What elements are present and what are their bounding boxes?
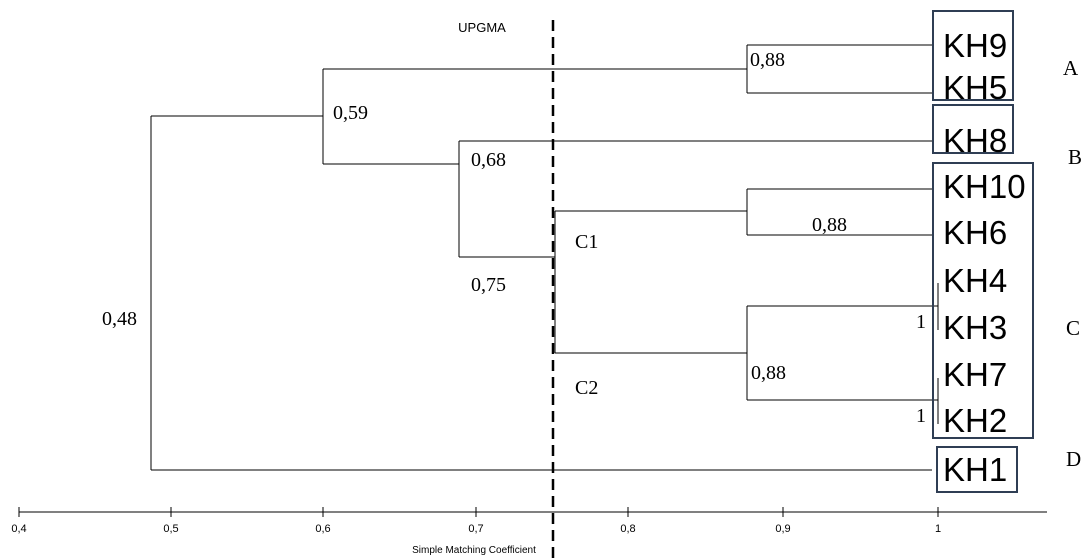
leaf-kh3: KH3: [943, 309, 1007, 346]
node-values: 0,88 0,59 0,68 0,75 0,88 1 1 0,88 0,48 C…: [102, 49, 926, 427]
leaf-kh7: KH7: [943, 356, 1007, 393]
x-tick-label: 0,4: [11, 523, 26, 535]
value-0-68: 0,68: [471, 149, 506, 171]
x-tick-label: 0,5: [163, 523, 178, 535]
group-box-c: [932, 162, 1034, 439]
group-box-b: [932, 104, 1014, 154]
value-kh4-kh3: 1: [916, 311, 926, 333]
value-kh7-kh2: 1: [916, 405, 926, 427]
x-tick-label: 0,6: [315, 523, 330, 535]
value-c2-node: 0,88: [751, 362, 786, 384]
leaf-kh8: KH8: [943, 122, 1007, 159]
group-boxes: [932, 10, 1034, 493]
x-tick-label: 1: [935, 523, 941, 535]
group-label-a: A: [1063, 56, 1079, 80]
x-tick-labels: 0,4 0,5 0,6 0,7 0,8 0,9 1: [11, 523, 941, 535]
subcluster-c2: C2: [575, 377, 598, 399]
x-tick-label: 0,8: [620, 523, 635, 535]
leaf-kh2: KH2: [943, 402, 1007, 439]
value-root: 0,48: [102, 308, 137, 330]
chart-title: UPGMA: [458, 20, 506, 35]
leaf-kh1: KH1: [943, 451, 1007, 488]
x-axis: 0,4 0,5 0,6 0,7 0,8 0,9 1 Simple Matchin…: [11, 507, 1047, 556]
x-axis-label: Simple Matching Coefficient: [412, 545, 536, 556]
value-0-59: 0,59: [333, 102, 368, 124]
group-label-b: B: [1068, 145, 1082, 169]
group-label-c: C: [1066, 316, 1080, 340]
leaf-kh5: KH5: [943, 69, 1007, 106]
group-letters: A B C D: [1063, 56, 1082, 471]
x-axis-ticks: [18, 507, 939, 517]
leaf-kh10: KH10: [943, 168, 1026, 205]
subcluster-c1: C1: [575, 231, 598, 253]
x-tick-label: 0,9: [775, 523, 790, 535]
leaf-kh9: KH9: [943, 27, 1007, 64]
value-kh9-kh5: 0,88: [750, 49, 785, 71]
group-label-d: D: [1066, 447, 1081, 471]
group-box-d: [936, 446, 1018, 493]
group-box-a: [932, 10, 1014, 101]
leaf-kh6: KH6: [943, 214, 1007, 251]
x-tick-label: 0,7: [468, 523, 483, 535]
value-kh10-kh6: 0,88: [812, 214, 847, 236]
leaf-labels: KH9 KH5 KH8 KH10 KH6 KH4 KH3 KH7 KH2 KH1: [943, 27, 1026, 488]
leaf-kh4: KH4: [943, 262, 1007, 299]
dendrogram-branches: [150, 44, 939, 471]
value-0-75: 0,75: [471, 274, 506, 296]
